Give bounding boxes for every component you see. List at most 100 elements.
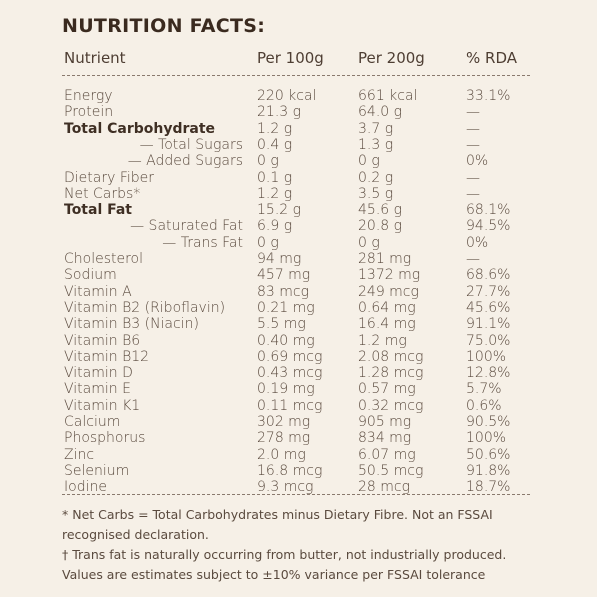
nutrient-value: 1.3 g <box>358 136 394 153</box>
nutrient-value: 1.2 g <box>257 120 293 137</box>
nutrient-value: 0.43 mcg <box>257 365 323 382</box>
nutrient-name: — Total Sugars <box>139 136 243 153</box>
nutrient-value: 16.4 mg <box>358 316 416 333</box>
divider <box>62 75 530 76</box>
nutrient-value: 0.32 mcg <box>358 397 424 414</box>
nutrient-value: 6.9 g <box>257 218 293 235</box>
nutrient-name: — Saturated Fat <box>130 218 243 235</box>
nutrient-value: 0.40 mg <box>257 332 315 349</box>
nutrient-name: Dietary Fiber <box>64 169 155 186</box>
nutrient-value: — <box>466 136 480 153</box>
nutrient-value: 45.6 g <box>358 202 403 219</box>
nutrient-value: 0% <box>466 234 489 251</box>
nutrient-value: 281 mg <box>358 251 412 267</box>
nutrient-name: Total Carbohydrate <box>64 120 216 137</box>
nutrient-value: 905 mg <box>358 414 412 430</box>
nutrient-value: 457 mg <box>257 267 311 284</box>
nutrient-value: 0.19 mg <box>257 381 315 398</box>
nutrient-value: 0.57 mg <box>358 381 416 398</box>
nutrient-value: 834 mg <box>358 430 412 447</box>
column-header: % RDA <box>466 49 517 67</box>
nutrient-value: — <box>466 169 480 186</box>
nutrient-value: 3.5 g <box>358 185 394 202</box>
footnote: * Net Carbs = Total Carbohydrates minus … <box>62 507 493 542</box>
nutrient-value: 249 mcg <box>358 283 419 300</box>
nutrient-value: 12.8% <box>466 365 511 382</box>
nutrient-name: Energy <box>64 88 113 104</box>
nutrient-name: Zinc <box>64 446 95 463</box>
nutrient-value: 661 kcal <box>358 88 418 104</box>
nutrient-value: 9.3 mcg <box>257 479 314 496</box>
nutrient-name: Vitamin D <box>64 365 133 382</box>
nutrient-value: — <box>466 120 480 137</box>
nutrient-value: 83 mcg <box>257 283 310 300</box>
nutrient-name: Phosphorus <box>64 430 146 447</box>
nutrient-value: 0.2 g <box>358 169 394 186</box>
nutrient-value: 0 g <box>358 234 380 251</box>
nutrient-name: Vitamin E <box>64 381 131 398</box>
nutrient-value: — <box>466 104 480 121</box>
nutrient-value: 68.6% <box>466 267 511 284</box>
nutrient-value: 45.6% <box>466 299 511 316</box>
nutrient-name: Total Fat <box>64 202 133 219</box>
column-header: Per 200g <box>358 49 425 67</box>
nutrient-value: 0.69 mcg <box>257 348 323 365</box>
nutrient-name: Calcium <box>64 414 121 430</box>
nutrient-value: 15.2 g <box>257 202 302 219</box>
nutrient-value: 1372 mg <box>358 267 421 284</box>
nutrient-value: 68.1% <box>466 202 511 219</box>
nutrient-value: 64.0 g <box>358 104 403 121</box>
nutrient-name: Protein <box>64 104 114 121</box>
nutrient-value: 0.1 g <box>257 169 293 186</box>
nutrient-value: 6.07 mg <box>358 446 416 463</box>
nutrient-value: 90.5% <box>466 414 511 430</box>
nutrient-value: 0.6% <box>466 397 502 414</box>
nutrient-value: 20.8 g <box>358 218 403 235</box>
nutrient-name: Selenium <box>64 462 130 479</box>
nutrient-name: Vitamin B3 (Niacin) <box>64 316 199 333</box>
footnote: † Trans fat is naturally occurring from … <box>62 547 507 562</box>
nutrient-name: — Trans Fat <box>162 234 243 251</box>
nutrient-value: 0 g <box>257 153 279 170</box>
column-header: Nutrient <box>64 49 126 67</box>
nutrient-value: 94.5% <box>466 218 511 235</box>
nutrient-value: 28 mcg <box>358 479 411 496</box>
nutrient-value: 0.21 mg <box>257 299 315 316</box>
nutrient-value: 3.7 g <box>358 120 394 137</box>
nutrient-value: 27.7% <box>466 283 511 300</box>
nutrient-value: 100% <box>466 348 507 365</box>
nutrient-value: 2.08 mcg <box>358 348 424 365</box>
nutrient-value: 0 g <box>257 234 279 251</box>
nutrient-value: 16.8 mcg <box>257 462 323 479</box>
nutrient-name: Vitamin A <box>64 283 132 300</box>
nutrient-name: — Added Sugars <box>127 153 243 170</box>
nutrient-value: 21.3 g <box>257 104 302 121</box>
nutrient-value: 2.0 mg <box>257 446 306 463</box>
divider <box>62 494 530 495</box>
nutrient-name: Sodium <box>64 267 117 284</box>
nutrient-value: 91.1% <box>466 316 511 333</box>
nutrient-value: 5.7% <box>466 381 502 398</box>
nutrient-value: 0% <box>466 153 489 170</box>
nutrient-value: 0 g <box>358 153 380 170</box>
nutrient-value: 220 kcal <box>257 88 317 104</box>
nutrient-name: Vitamin B6 <box>64 332 141 349</box>
nutrient-value: 50.6% <box>466 446 511 463</box>
nutrient-value: — <box>466 185 480 202</box>
nutrient-value: 91.8% <box>466 462 511 479</box>
nutrient-value: 75.0% <box>466 332 511 349</box>
nutrient-name: Iodine <box>64 479 107 496</box>
nutrient-value: 18.7% <box>466 479 511 496</box>
title: NUTRITION FACTS: <box>62 15 266 37</box>
nutrient-value: 5.5 mg <box>257 316 306 333</box>
footnote: Values are estimates subject to ±10% var… <box>62 567 486 582</box>
column-header: Per 100g <box>257 49 324 67</box>
nutrient-value: 33.1% <box>466 88 511 104</box>
nutrient-value: 94 mg <box>257 251 302 267</box>
nutrient-value: — <box>466 251 480 267</box>
nutrient-value: 0.4 g <box>257 136 293 153</box>
nutrient-name: Vitamin B12 <box>64 348 150 365</box>
nutrient-value: 50.5 mcg <box>358 462 424 479</box>
nutrient-value: 100% <box>466 430 507 447</box>
